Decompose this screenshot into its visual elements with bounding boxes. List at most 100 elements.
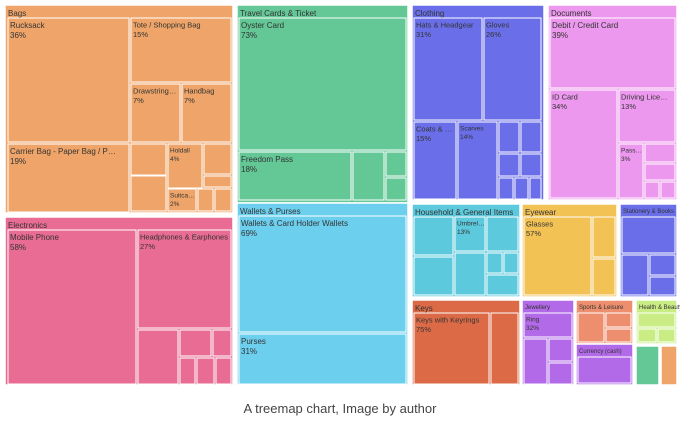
item-tile-freedom-pass[interactable]	[238, 151, 352, 201]
sub-tile[interactable]	[215, 357, 232, 385]
sub-tile[interactable]	[413, 256, 454, 296]
sub-tile[interactable]	[520, 153, 542, 177]
sub-tile[interactable]	[637, 328, 657, 343]
item-tile-umbrella[interactable]	[454, 216, 486, 252]
item-tile-debit-credit-card[interactable]	[549, 17, 676, 89]
category-household-general-items[interactable]: Household & General Items Umbrel…13%	[411, 203, 521, 298]
sub-tile[interactable]	[212, 329, 232, 357]
sub-tile[interactable]	[520, 121, 542, 153]
sub-tile[interactable]	[498, 177, 514, 200]
category-health-beauty[interactable]: Health & Beauty	[635, 299, 680, 345]
sub-tile[interactable]	[498, 153, 520, 177]
sub-tile[interactable]	[498, 121, 520, 153]
sub-tile[interactable]	[413, 216, 454, 256]
sub-tile[interactable]	[644, 143, 676, 163]
item-tile-gloves[interactable]	[483, 17, 542, 121]
item-tile-suitcase[interactable]	[167, 188, 197, 212]
category-currency-cash[interactable]: Currency (cash)	[575, 343, 634, 386]
item-label: Rucksack	[10, 21, 46, 30]
sub-tile[interactable]	[203, 143, 232, 175]
item-value: 36%	[10, 31, 26, 40]
item-tile-tote-shopping-bag[interactable]	[130, 17, 232, 83]
sub-tile[interactable]	[203, 175, 232, 188]
item-tile-rucksack[interactable]	[7, 17, 130, 143]
sub-tile[interactable]	[577, 356, 632, 384]
sub-tile[interactable]	[385, 177, 407, 201]
chart-caption: A treemap chart, Image by author	[243, 401, 437, 416]
sub-tile[interactable]	[660, 181, 676, 199]
sub-tile[interactable]	[605, 328, 632, 343]
category-tile-extra[interactable]	[660, 345, 678, 386]
sub-tile[interactable]	[592, 216, 616, 258]
sub-tile[interactable]	[637, 312, 676, 328]
sub-tile[interactable]	[130, 143, 167, 176]
item-tile-drawstring-bag[interactable]	[130, 83, 181, 143]
sub-tile[interactable]	[592, 258, 616, 296]
sub-tile[interactable]	[486, 216, 519, 252]
sub-tile[interactable]	[548, 338, 573, 362]
sub-tile[interactable]	[179, 329, 212, 357]
item-tile-keys-with-keyrings[interactable]	[413, 312, 490, 385]
item-tile-ring[interactable]	[523, 312, 573, 338]
item-tile-mobile-phone[interactable]	[7, 229, 137, 385]
item-tile-hats-headgear[interactable]	[413, 17, 483, 121]
sub-tile[interactable]	[649, 254, 676, 276]
sub-tile[interactable]	[214, 188, 232, 212]
item-label: Tote / Shopping Bag	[133, 21, 201, 30]
sub-tile[interactable]	[490, 312, 519, 385]
item-tile-wallets-card-holder-wallets[interactable]	[238, 215, 407, 333]
sub-tile[interactable]	[644, 163, 676, 181]
item-tile-holdall[interactable]	[167, 143, 203, 189]
category-wallets-purses[interactable]: Wallets & Purses Wallets & Card Holder Wa…	[236, 202, 409, 386]
item-label: Drawstring…	[133, 87, 176, 96]
item-tile-oyster-card[interactable]	[238, 17, 407, 151]
item-tile-headphones-earphones[interactable]	[137, 229, 232, 329]
item-label: Glasses	[526, 220, 553, 229]
sub-tile[interactable]	[137, 329, 179, 385]
sub-tile[interactable]	[352, 151, 385, 201]
item-tile-driving-licence[interactable]	[618, 89, 676, 143]
item-label: Headphones & Earphones	[140, 233, 228, 242]
sub-tile[interactable]	[644, 181, 660, 199]
item-tile-carrier-bag-paper-bag-plastic-bag[interactable]	[7, 143, 130, 213]
item-tile-coats-jackets[interactable]	[413, 121, 457, 200]
item-tile-scarves[interactable]	[457, 121, 498, 200]
sub-tile[interactable]	[529, 177, 542, 200]
sub-tile[interactable]	[605, 312, 632, 328]
item-label: Purses	[241, 337, 266, 346]
item-tile-glasses[interactable]	[523, 216, 592, 296]
sub-tile[interactable]	[514, 177, 529, 200]
sub-tile[interactable]	[621, 254, 649, 296]
item-tile-purses[interactable]	[238, 333, 407, 385]
item-tile-handbag[interactable]	[181, 83, 232, 143]
category-label-jewellery: Jewellery	[525, 305, 550, 311]
sub-tile[interactable]	[649, 276, 676, 296]
sub-tile[interactable]	[179, 357, 196, 385]
sub-tile[interactable]	[196, 357, 215, 385]
item-tile-passport[interactable]	[618, 143, 644, 199]
sub-tile[interactable]	[385, 151, 407, 177]
category-sports-leisure[interactable]: Sports & Leisure	[575, 299, 634, 345]
sub-tile[interactable]	[503, 252, 519, 274]
sub-tile[interactable]	[548, 362, 573, 385]
category-tile-extra[interactable]	[635, 345, 660, 386]
sub-tile[interactable]	[657, 328, 676, 343]
sub-tile[interactable]	[621, 216, 676, 254]
sub-tile[interactable]	[197, 188, 214, 212]
sub-tile[interactable]	[486, 252, 503, 274]
sub-tile[interactable]	[577, 312, 605, 343]
sub-tile[interactable]	[523, 338, 548, 385]
sub-tile[interactable]	[130, 175, 167, 212]
sub-tile[interactable]	[486, 274, 519, 296]
item-tile-id-card[interactable]	[549, 89, 618, 199]
category-stationery-books[interactable]: Stationery & Books	[619, 203, 678, 298]
sub-tile[interactable]	[454, 252, 486, 296]
